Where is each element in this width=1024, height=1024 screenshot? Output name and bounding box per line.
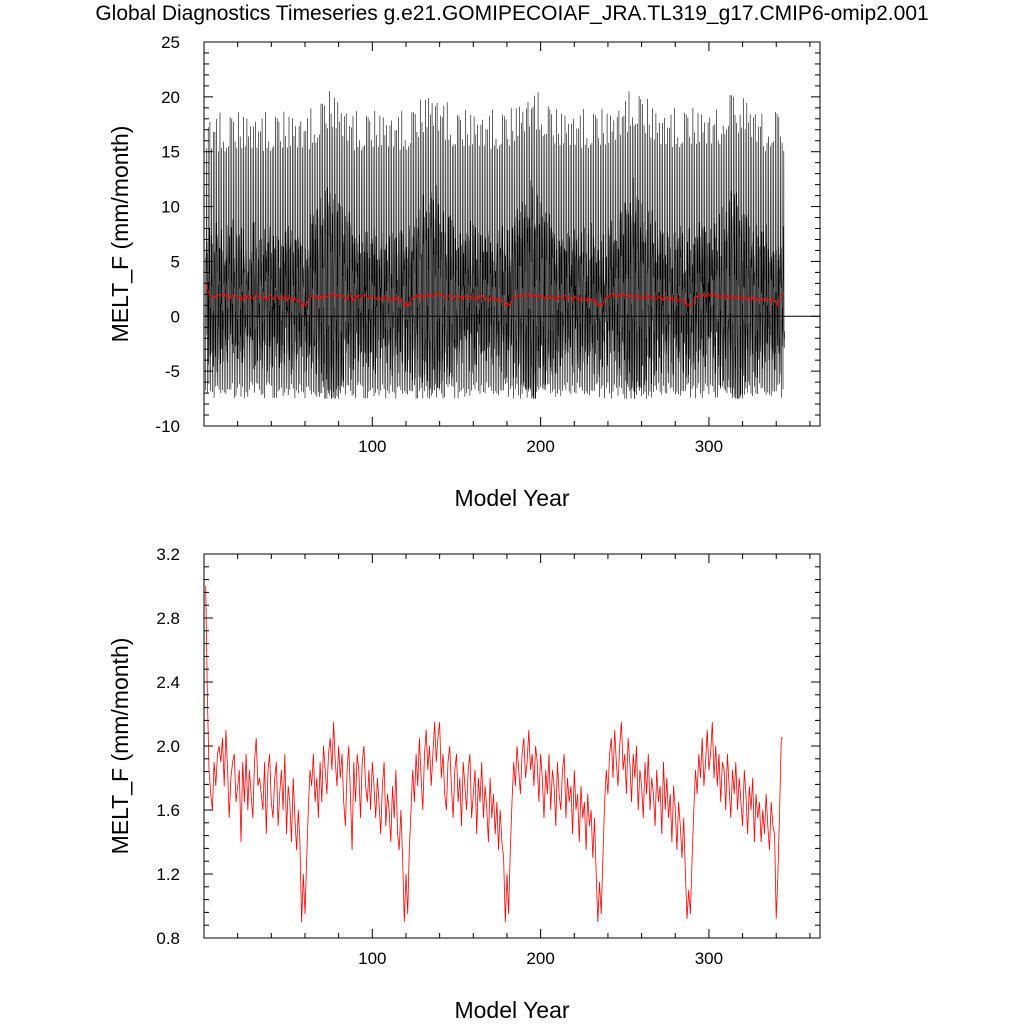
bottom-panel-x-axis-label: Model Year — [454, 997, 569, 1023]
bottom-panel-annual-mean-line — [205, 585, 783, 923]
top-panel-marks — [204, 90, 820, 399]
bottom-y-tick-label: 2.0 — [156, 737, 180, 756]
top-y-tick-label: -5 — [165, 362, 180, 381]
top-panel-x-axis-label: Model Year — [454, 485, 569, 511]
top-panel-monthly-series-line — [205, 90, 785, 399]
bottom-y-tick-label: 1.6 — [156, 801, 180, 820]
top-y-tick-label: -10 — [155, 417, 180, 436]
bottom-panel-plot-frame — [203, 553, 821, 939]
bottom-panel-y-axis-label: MELT_F (mm/month) — [107, 638, 133, 855]
bottom-y-tick-label: 0.8 — [156, 929, 180, 948]
bottom-x-tick-label: 300 — [695, 949, 723, 968]
bottom-y-tick-label: 2.8 — [156, 609, 180, 628]
bottom-x-tick-label: 200 — [526, 949, 554, 968]
top-y-tick-label: 20 — [161, 88, 180, 107]
top-panel-y-axis-label: MELT_F (mm/month) — [107, 126, 133, 343]
top-panel-ticks: -10 -5 0 5 10 15 20 25 100 200 300 — [155, 33, 820, 456]
top-panel-plot-frame — [203, 41, 821, 427]
bottom-y-tick-label: 3.2 — [156, 545, 180, 564]
figure-title: Global Diagnostics Timeseries g.e21.GOMI… — [95, 2, 928, 25]
bottom-panel-marks — [205, 585, 783, 923]
top-x-tick-label: 300 — [695, 437, 723, 456]
bottom-y-tick-label: 2.4 — [156, 673, 180, 692]
bottom-y-tick-label: 1.2 — [156, 865, 180, 884]
bottom-panel-ticks: 0.8 1.2 1.6 2.0 2.4 2.8 3.2 100 200 300 — [156, 545, 820, 968]
top-y-tick-label: 15 — [161, 143, 180, 162]
top-y-tick-label: 10 — [161, 198, 180, 217]
top-x-tick-label: 100 — [358, 437, 386, 456]
bottom-x-tick-label: 100 — [358, 949, 386, 968]
top-x-tick-label: 200 — [526, 437, 554, 456]
top-panel-annual-mean-line — [206, 283, 784, 308]
top-panel: -10 -5 0 5 10 15 20 25 100 200 300 MELT_F (mm/mont… — [107, 33, 821, 511]
top-y-tick-label: 5 — [171, 252, 180, 271]
bottom-panel: 0.8 1.2 1.6 2.0 2.4 2.8 3.2 100 200 300 MELT_F (m… — [107, 545, 821, 1023]
top-y-tick-label: 0 — [171, 307, 180, 326]
top-y-tick-label: 25 — [161, 33, 180, 52]
